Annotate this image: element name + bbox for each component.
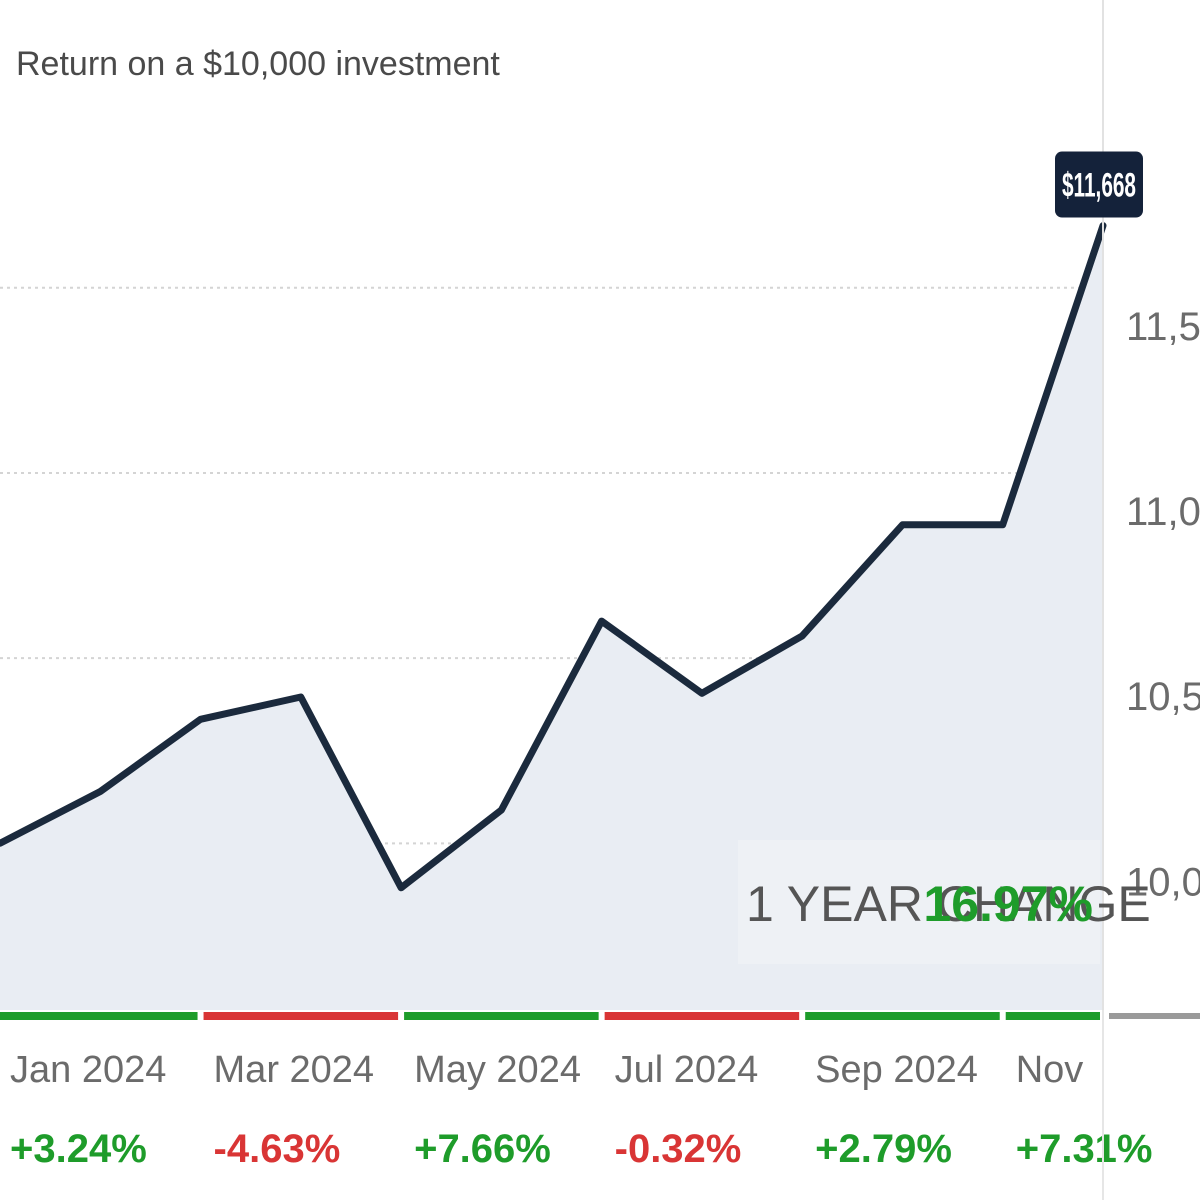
period-change-label: +7.31% (1016, 1127, 1153, 1171)
period-returns: Jan 2024 +3.24% Mar 2024 -4.63% May 2024 +7.6… (0, 1010, 1200, 1200)
period-bar (805, 1012, 1000, 1020)
last-value-badge: $11,668 (1055, 151, 1143, 218)
y-tick-label: 10,500 (1126, 675, 1200, 719)
period-month-label: Jul 2024 (615, 1049, 759, 1091)
y-tick-label: 11,500 (1126, 305, 1200, 349)
period-bar (1005, 1012, 1100, 1020)
year-change-bg (738, 840, 1100, 964)
period-month-label: Nov (1016, 1049, 1084, 1091)
year-change-value: 16.97% (923, 876, 1093, 932)
period-bar (0, 1012, 198, 1020)
period-bar (604, 1012, 800, 1020)
period-change-label: -4.63% (214, 1127, 341, 1171)
chart-area-fill (0, 225, 1103, 1011)
y-tick-label: 10,000 (1126, 860, 1200, 904)
period-change-label: +2.79% (815, 1127, 952, 1171)
period-month-label: Jan 2024 (10, 1049, 166, 1091)
period-bar-tail (1109, 1013, 1200, 1019)
year-change-box: 1 YEAR CHANGE 16.97% (738, 840, 1151, 964)
last-value-badge-bg (1055, 151, 1143, 218)
y-tick-label: 11,000 (1126, 490, 1200, 534)
period-change-label: +7.66% (414, 1127, 551, 1171)
period-month-label: Mar 2024 (214, 1049, 375, 1091)
y-axis-ticks: 10,000 10,500 11,000 11,500 (1126, 305, 1200, 905)
period-month-label: May 2024 (414, 1049, 581, 1091)
chart-title: Return on a $10,000 investment (16, 45, 500, 83)
year-change-label: 1 YEAR CHANGE (746, 876, 1151, 932)
period-change-label: -0.32% (615, 1127, 742, 1171)
period-month-label: Sep 2024 (815, 1049, 978, 1091)
period-bar (203, 1012, 399, 1020)
period-bar (404, 1012, 599, 1020)
chart-series-line (0, 222, 1107, 892)
period-change-label: +3.24% (10, 1127, 147, 1171)
last-value-badge-text: $11,668 (1062, 167, 1136, 205)
